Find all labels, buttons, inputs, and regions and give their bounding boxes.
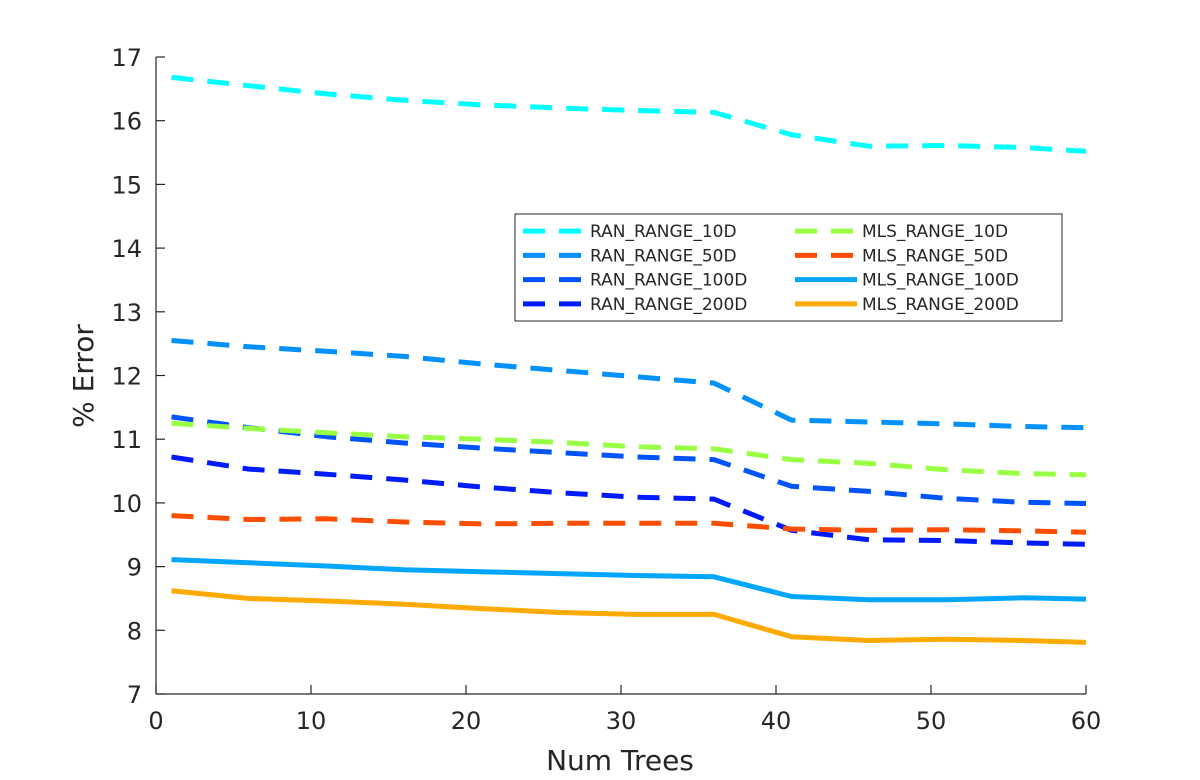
y-tick-label: 9	[127, 554, 142, 582]
y-tick-label: 13	[111, 299, 142, 327]
y-tick-label: 12	[111, 363, 142, 391]
ticks: 0 10 20 30 40 50 60 7 8 9 10 11 12 13 14 15 16 17	[111, 44, 1101, 735]
y-tick-label: 11	[111, 426, 142, 454]
legend-label: RAN_RANGE_50D	[590, 246, 737, 266]
legend-box	[514, 213, 1063, 322]
y-tick-label: 10	[111, 490, 142, 518]
y-tick-label: 16	[111, 108, 142, 136]
y-axis-label: % Error	[67, 324, 100, 428]
series-line-ran-range-10d	[171, 74, 1087, 154]
series-lines	[171, 74, 1087, 645]
legend: RAN_RANGE_10D RAN_RANGE_50D RAN_RANGE_100D…	[514, 213, 1063, 322]
x-tick-label: 10	[296, 707, 327, 735]
series-line-mls-range-100d	[171, 557, 1087, 603]
series-line-ran-range-50d	[171, 338, 1087, 431]
y-tick-label: 15	[111, 171, 142, 199]
x-tick-label: 60	[1071, 707, 1102, 735]
series-line-mls-range-50d	[171, 513, 1087, 535]
legend-label: MLS_RANGE_100D	[862, 271, 1019, 291]
y-tick-label: 8	[127, 617, 142, 645]
series-line-ran-range-200d	[171, 454, 1087, 547]
x-tick-label: 40	[761, 707, 792, 735]
legend-label: RAN_RANGE_200D	[590, 295, 747, 315]
x-tick-label: 50	[916, 707, 947, 735]
x-tick-label: 20	[451, 707, 482, 735]
legend-label: MLS_RANGE_200D	[862, 295, 1019, 315]
y-tick-label: 14	[111, 235, 142, 263]
legend-label: MLS_RANGE_10D	[862, 222, 1008, 242]
x-axis-label: Num Trees	[546, 744, 694, 777]
x-tick-label: 30	[606, 707, 637, 735]
legend-label: RAN_RANGE_100D	[590, 271, 747, 291]
y-tick-label: 17	[111, 44, 142, 72]
series-line-mls-range-200d	[171, 588, 1087, 645]
legend-label: RAN_RANGE_10D	[590, 222, 737, 242]
series-line-ran-range-100d	[171, 414, 1087, 506]
series-line-mls-range-10d	[171, 420, 1087, 478]
y-tick-label: 7	[127, 681, 142, 709]
x-tick-label: 0	[148, 707, 163, 735]
legend-label: MLS_RANGE_50D	[862, 246, 1008, 266]
